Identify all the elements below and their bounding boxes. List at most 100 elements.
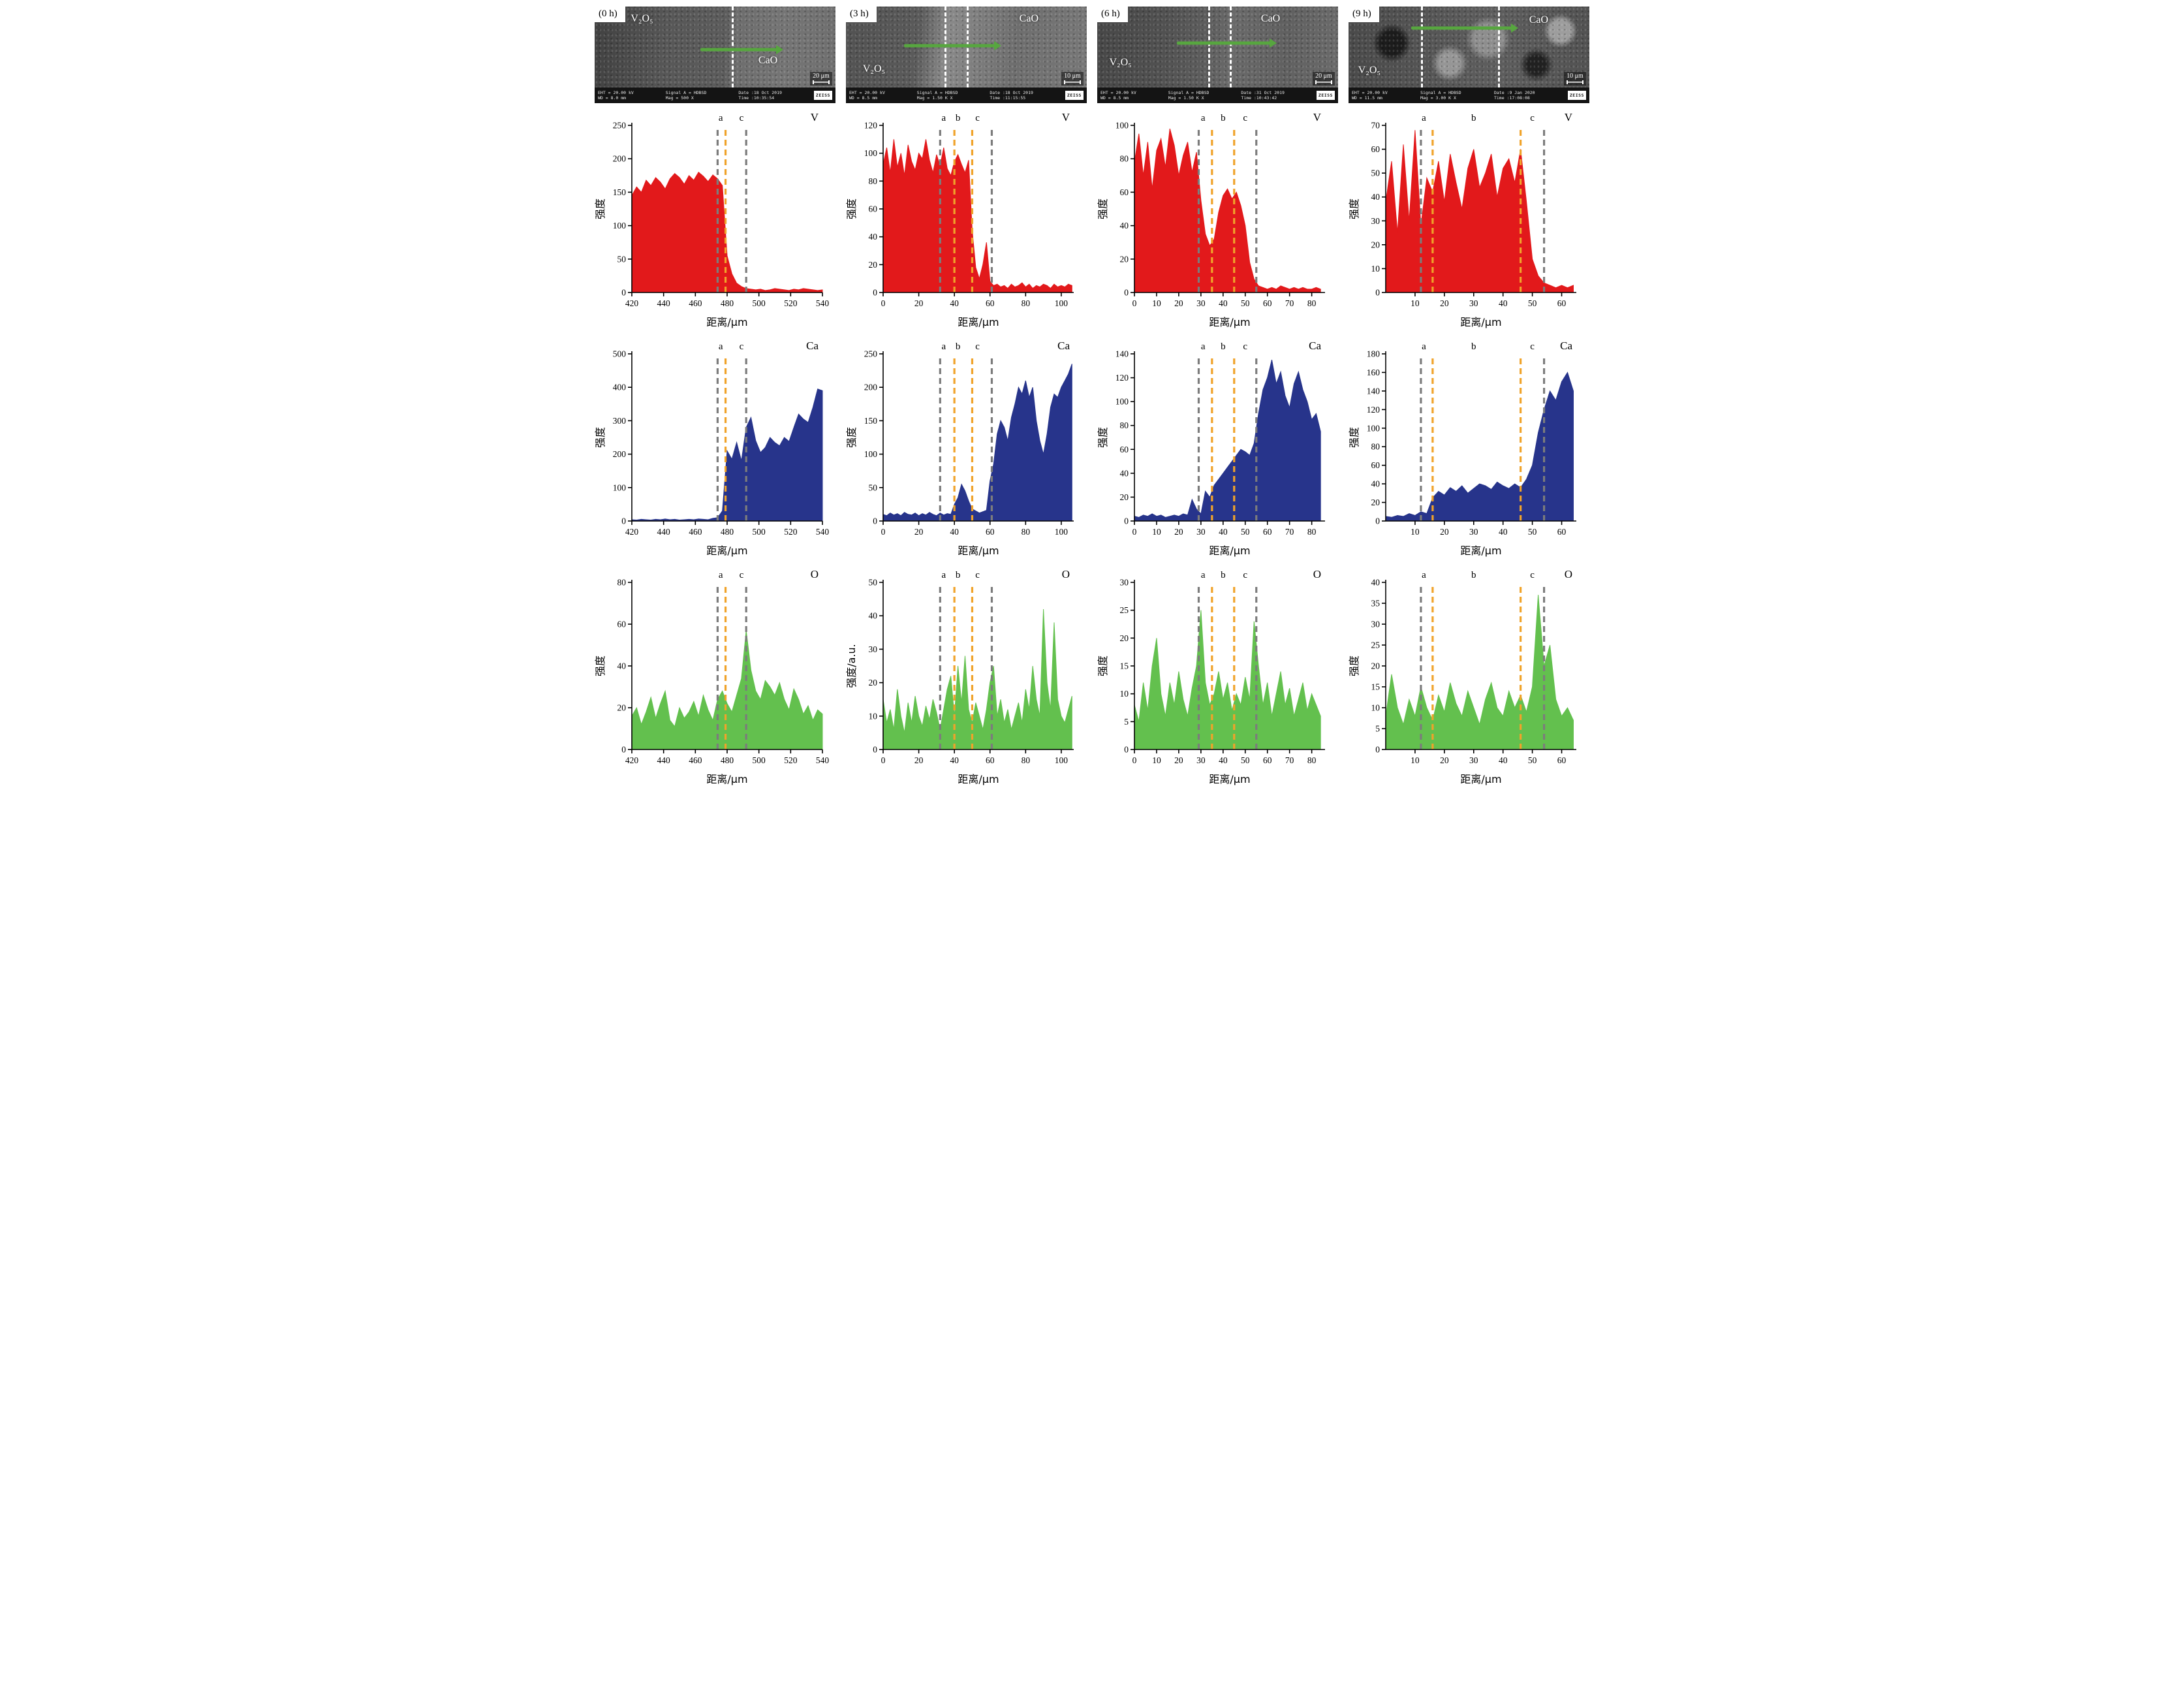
sem-time: Time :11:15:55 [990, 95, 1026, 101]
y-tick-label: 20 [1120, 633, 1129, 643]
y-tick-label: 140 [1115, 349, 1129, 359]
series-area [631, 388, 823, 522]
sem-meta-datetime: Date :18 Oct 2019 Time :10:35:54 [738, 90, 782, 101]
y-tick-label: 100 [1367, 423, 1381, 433]
sem-wd: WD = 8.0 mm [598, 95, 627, 101]
x-tick-label: 0 [881, 755, 886, 765]
x-tick-label: 40 [1499, 298, 1508, 308]
sem-micrograph-image: (3 h) V₂O₅ CaO 10 μm [846, 7, 1087, 87]
x-tick-label: 80 [1307, 755, 1317, 765]
phase-label-cao: CaO [1019, 12, 1038, 24]
chart-svg: a b c 0 20 40 60 80 100 120 140 160 180 10 20 30 40 50 60 距… [1348, 339, 1576, 557]
region-label-c: c [1530, 570, 1535, 580]
y-tick-label: 20 [1120, 254, 1129, 264]
sem-panel-6h: (6 h) V₂O₅ CaO 20 μm EHT = 20.00 kV WD =… [1097, 7, 1338, 103]
x-tick-label: 50 [1241, 298, 1250, 308]
scale-bar: 10 μm [1564, 72, 1586, 86]
region-label-c: c [1243, 113, 1247, 123]
scan-direction-arrow [1411, 26, 1512, 30]
chart-ca-3h: a b c 0 50 100 150 200 250 0 20 40 60 80 100 距离/μm 强度 Ca [845, 334, 1087, 560]
x-tick-label: 500 [753, 298, 766, 308]
sem-micrograph-image: (9 h) V₂O₅ CaO 10 μm [1349, 7, 1589, 87]
x-axis-title: 距离/μm [958, 545, 999, 557]
phase-label-cao: CaO [758, 55, 778, 67]
y-tick-label: 200 [613, 449, 627, 459]
x-tick-label: 100 [1055, 755, 1069, 765]
x-tick-label: 520 [784, 298, 798, 308]
region-label-a: a [1201, 341, 1206, 352]
chart-v-6h: a b c 0 20 40 60 80 100 0 10 20 30 40 50 60 70 80 距离/μm 强度 V [1097, 106, 1338, 332]
y-tick-label: 20 [1371, 497, 1381, 507]
scale-text: 10 μm [1064, 72, 1081, 80]
x-tick-label: 520 [784, 527, 798, 537]
region-label-c: c [975, 570, 980, 580]
figure: (0 h) V₂O₅ CaO 20 μm EHT = 20.00 kV WD =… [591, 0, 1593, 795]
x-tick-label: 60 [986, 755, 995, 765]
y-axis-title: 强度 [595, 427, 606, 448]
y-tick-label: 60 [1120, 187, 1129, 197]
region-label-b: b [1471, 113, 1476, 123]
x-tick-label: 60 [1263, 298, 1272, 308]
y-tick-label: 70 [1371, 121, 1381, 131]
x-tick-label: 30 [1196, 755, 1206, 765]
sem-signal: Signal A = HDBSD [1168, 89, 1209, 95]
region-label-c: c [1530, 341, 1535, 352]
x-tick-label: 40 [1499, 527, 1508, 537]
scan-direction-arrow [903, 44, 995, 48]
time-label: (6 h) [1097, 7, 1128, 22]
y-tick-label: 180 [1367, 349, 1381, 359]
x-tick-label: 30 [1469, 298, 1478, 308]
y-tick-label: 20 [1120, 492, 1129, 502]
x-tick-label: 40 [1219, 755, 1228, 765]
x-axis-title: 距离/μm [1460, 773, 1501, 785]
region-label-a: a [1201, 570, 1206, 580]
y-tick-label: 500 [613, 349, 627, 359]
sem-time: Time :17:08:08 [1493, 95, 1530, 101]
scan-direction-arrow [700, 48, 778, 52]
y-tick-label: 80 [617, 578, 627, 588]
y-tick-label: 40 [1120, 221, 1129, 230]
y-tick-label: 250 [864, 349, 878, 359]
chart-svg: a b c 0 50 100 150 200 250 0 20 40 60 80 100 距离/μm 强度 Ca [845, 339, 1074, 557]
sem-micrograph-image: (6 h) V₂O₅ CaO 20 μm [1097, 7, 1338, 87]
sem-time: Time :10:43:42 [1241, 95, 1277, 101]
series-area [631, 171, 823, 293]
time-label: (9 h) [1349, 7, 1379, 22]
chart-svg: a b c 0 20 40 60 80 100 120 140 0 10 20 30 40 50 60 70 80 距离… [1097, 339, 1325, 557]
y-tick-label: 150 [864, 416, 878, 426]
sem-wd: WD = 8.5 mm [1100, 95, 1129, 101]
sem-meta-signal: Signal A = HDBSD Mag = 500 X [666, 90, 707, 101]
y-tick-label: 0 [1375, 288, 1380, 298]
sem-mag: Mag = 500 X [665, 95, 694, 101]
y-tick-label: 160 [1367, 368, 1381, 377]
region-label-b: b [1471, 341, 1476, 352]
y-tick-label: 50 [869, 578, 878, 588]
phase-label-cao: CaO [1260, 12, 1281, 24]
scale-text: 20 μm [813, 72, 830, 80]
sem-mag: Mag = 3.00 K X [1420, 95, 1456, 101]
y-tick-label: 50 [869, 482, 878, 492]
chart-ca-6h: a b c 0 20 40 60 80 100 120 140 0 10 20 30 40 50 60 70 80 距离… [1097, 334, 1338, 560]
x-tick-label: 50 [1528, 527, 1537, 537]
y-tick-label: 100 [613, 482, 627, 492]
region-label-c: c [1530, 113, 1535, 123]
region-label-a: a [1422, 341, 1426, 352]
region-label-b: b [1221, 570, 1226, 580]
y-axis-title: 强度 [1349, 655, 1360, 676]
x-tick-label: 0 [1132, 298, 1137, 308]
interface-dashed-line [1229, 7, 1232, 87]
scale-bar-line [1064, 80, 1081, 84]
x-tick-label: 0 [881, 298, 886, 308]
y-tick-label: 10 [1371, 703, 1381, 713]
x-tick-label: 540 [816, 755, 830, 765]
sem-wd: WD = 8.5 mm [849, 95, 878, 101]
x-tick-label: 20 [914, 755, 924, 765]
phase-label-v2o5: V₂O₅ [862, 63, 886, 74]
x-tick-label: 40 [950, 527, 959, 537]
chart-svg: a b c 0 10 20 30 40 50 0 20 40 60 80 100 距离/μm 强度/a.u. O [845, 568, 1074, 785]
y-tick-label: 15 [1120, 661, 1129, 671]
series-area [1385, 595, 1574, 750]
time-label: (0 h) [595, 7, 625, 22]
scale-bar: 20 μm [1313, 72, 1335, 86]
x-tick-label: 70 [1285, 298, 1294, 308]
